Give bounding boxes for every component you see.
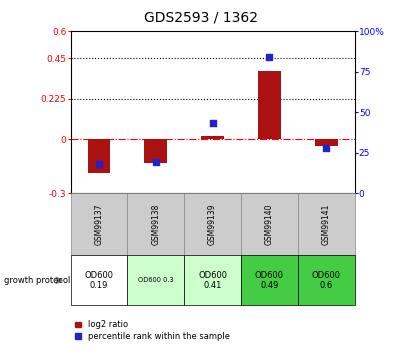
Text: GSM99137: GSM99137 [94,204,104,245]
Bar [127,193,184,255]
Text: GSM99138: GSM99138 [151,204,160,245]
Point [266,54,273,60]
Text: OD600
0.49: OD600 0.49 [255,270,284,290]
Bar [87,139,110,174]
Text: OD600 0.3: OD600 0.3 [138,277,174,283]
Text: OD600
0.41: OD600 0.41 [198,270,227,290]
Text: GSM99140: GSM99140 [265,204,274,245]
Bar [201,136,224,139]
Bar [184,255,241,305]
Bar [144,139,167,162]
Legend: log2 ratio, percentile rank within the sample: log2 ratio, percentile rank within the s… [75,321,230,341]
Bar [71,193,127,255]
Bar [241,193,298,255]
Bar [127,255,184,305]
Bar [298,255,355,305]
Point [323,145,330,150]
Bar [298,193,355,255]
Text: growth protocol: growth protocol [4,276,71,285]
Point [210,121,216,126]
Bar [241,255,298,305]
Text: OD600
0.19: OD600 0.19 [85,270,113,290]
Text: GSM99141: GSM99141 [322,204,331,245]
Text: OD600
0.6: OD600 0.6 [312,270,341,290]
Bar [71,255,127,305]
Bar [258,71,281,139]
Text: GDS2593 / 1362: GDS2593 / 1362 [145,10,258,24]
Point [152,160,159,165]
Bar [184,193,241,255]
Point [96,161,102,167]
Text: GSM99139: GSM99139 [208,204,217,245]
Bar [315,139,338,146]
